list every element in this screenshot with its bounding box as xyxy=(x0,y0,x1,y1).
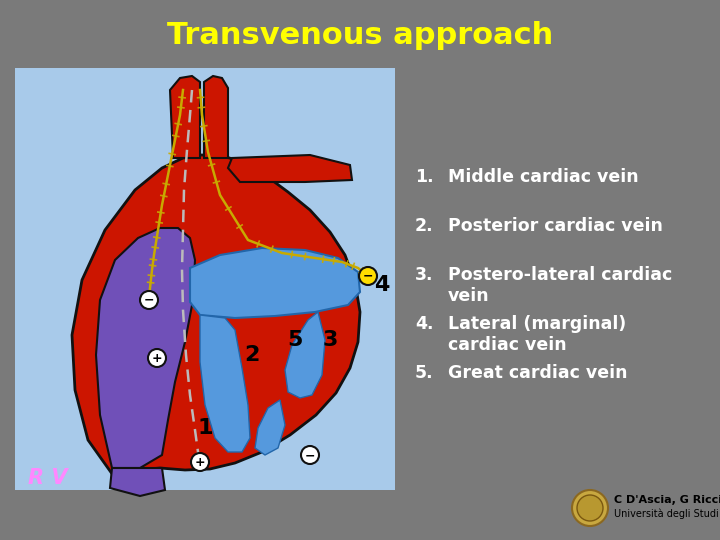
Circle shape xyxy=(301,446,319,464)
Text: Great cardiac vein: Great cardiac vein xyxy=(448,364,628,382)
Text: Posterior cardiac vein: Posterior cardiac vein xyxy=(448,217,663,235)
Text: 4.: 4. xyxy=(415,315,433,333)
Text: −: − xyxy=(144,294,154,307)
Text: Transvenous approach: Transvenous approach xyxy=(167,21,553,50)
Text: −: − xyxy=(305,449,315,462)
Text: −: − xyxy=(363,270,373,283)
Text: C D'Ascia, G Riccio: C D'Ascia, G Riccio xyxy=(614,495,720,505)
Circle shape xyxy=(577,495,603,521)
Text: Middle cardiac vein: Middle cardiac vein xyxy=(448,168,639,186)
Text: 5: 5 xyxy=(287,330,302,350)
Circle shape xyxy=(140,291,158,309)
Polygon shape xyxy=(200,315,250,452)
Text: 2.: 2. xyxy=(415,217,433,235)
Text: +: + xyxy=(152,352,162,365)
Text: R V: R V xyxy=(28,468,68,488)
Text: Lateral (marginal)
cardiac vein: Lateral (marginal) cardiac vein xyxy=(448,315,626,354)
Circle shape xyxy=(191,453,209,471)
Polygon shape xyxy=(190,248,360,318)
Polygon shape xyxy=(228,155,352,182)
Text: 1.: 1. xyxy=(415,168,433,186)
Text: 2: 2 xyxy=(244,345,260,365)
Polygon shape xyxy=(285,312,325,398)
Text: 3: 3 xyxy=(323,330,338,350)
FancyBboxPatch shape xyxy=(15,68,395,490)
Polygon shape xyxy=(96,228,195,468)
Polygon shape xyxy=(204,76,228,158)
Text: Postero-lateral cardiac
vein: Postero-lateral cardiac vein xyxy=(448,266,672,305)
Text: Università degli Studi di Napoli Federico II: Università degli Studi di Napoli Federic… xyxy=(614,509,720,519)
Circle shape xyxy=(572,490,608,526)
Polygon shape xyxy=(110,468,165,496)
Text: +: + xyxy=(194,456,205,469)
Circle shape xyxy=(148,349,166,367)
Circle shape xyxy=(359,267,377,285)
Text: 5.: 5. xyxy=(415,364,433,382)
Polygon shape xyxy=(255,400,285,455)
Text: 1: 1 xyxy=(197,418,212,438)
Text: 4: 4 xyxy=(374,275,390,295)
Polygon shape xyxy=(170,76,200,158)
Polygon shape xyxy=(72,155,360,478)
Text: 3.: 3. xyxy=(415,266,433,284)
